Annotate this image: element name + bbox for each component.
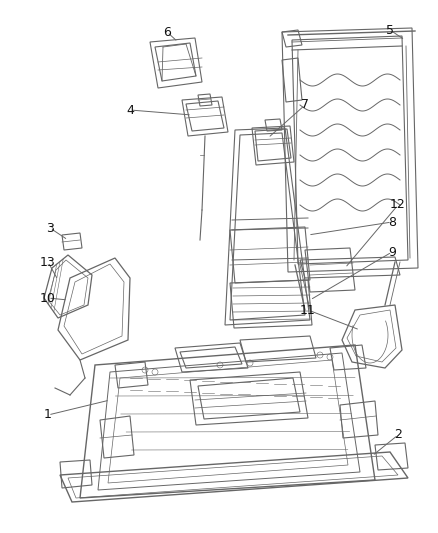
Text: 12: 12 <box>390 198 406 212</box>
Text: 6: 6 <box>163 26 171 38</box>
Text: 10: 10 <box>40 292 56 304</box>
Text: 8: 8 <box>388 215 396 229</box>
Text: 13: 13 <box>40 255 56 269</box>
Text: 3: 3 <box>46 222 54 235</box>
Text: 4: 4 <box>126 103 134 117</box>
Text: 5: 5 <box>386 23 394 36</box>
Text: 1: 1 <box>44 408 52 422</box>
Text: 7: 7 <box>301 99 309 111</box>
Text: 11: 11 <box>300 303 316 317</box>
Text: 9: 9 <box>388 246 396 259</box>
Text: 2: 2 <box>394 429 402 441</box>
